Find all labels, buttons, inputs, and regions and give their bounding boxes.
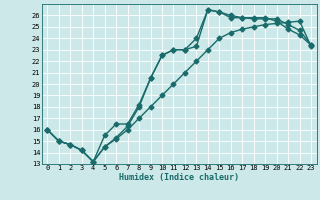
X-axis label: Humidex (Indice chaleur): Humidex (Indice chaleur) (119, 173, 239, 182)
